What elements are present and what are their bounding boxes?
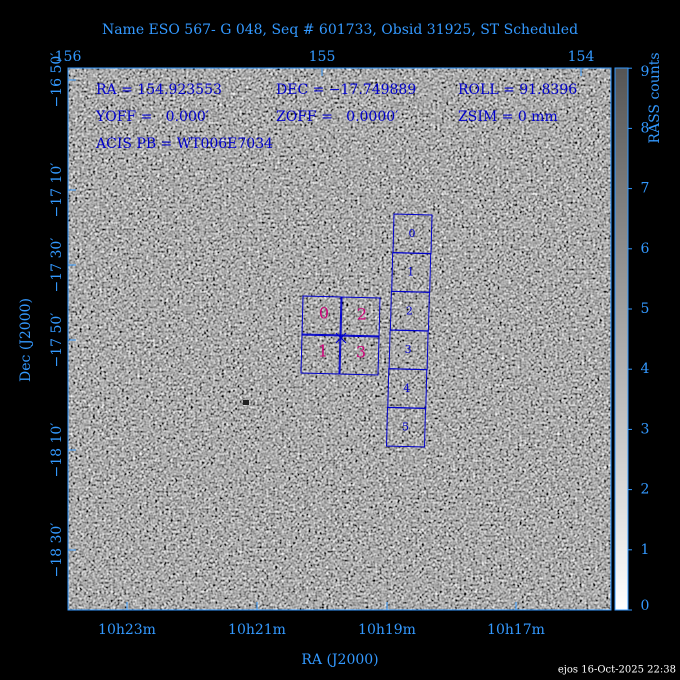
colorbar-tick-label: 4 — [641, 361, 650, 377]
acis-s-chip — [385, 406, 427, 448]
colorbar-tick-label: 8 — [641, 120, 650, 136]
top-tick-label: 155 — [309, 49, 336, 65]
footer: ejos 16-Oct-2025 22:38 — [558, 665, 676, 676]
acis-i: 0 2 1 3 — [300, 295, 381, 376]
acis-s-chip-label: 2 — [406, 304, 413, 317]
bottom-tick-label: 10h19m — [358, 622, 416, 638]
colorbar-tick-label: 2 — [641, 482, 650, 498]
colorbar-tick-label: 5 — [641, 301, 650, 317]
colorbar-tick-label: 3 — [641, 421, 650, 437]
bottom-ticks: 10h23m 10h21m 10h19m 10h17m — [98, 602, 545, 638]
info-pb: ACIS PB = WT006E7034 — [95, 136, 273, 152]
bottom-tick-label: 10h17m — [487, 622, 545, 638]
top-tick-label: 154 — [568, 49, 595, 65]
y-axis-label: Dec (J2000) — [18, 298, 34, 382]
info-zsim: ZSIM = 0 mm — [458, 109, 558, 125]
info-dec: DEC = −17.749889 — [276, 82, 416, 98]
colorbar-tick-label: 9 — [641, 64, 650, 80]
info-yoff: YOFF = 0.000′ — [95, 109, 209, 125]
top-ticks: 156 155 154 — [55, 49, 595, 76]
acis-s-chip-label: 3 — [405, 343, 412, 356]
x-axis-label: RA (J2000) — [301, 652, 378, 668]
acis-i-chip-label: 1 — [318, 342, 328, 361]
acis-i-chip-label: 0 — [319, 304, 329, 323]
left-tick-label: −18 10′ — [49, 423, 65, 478]
colorbar-ticks: 0 1 2 3 4 5 6 7 8 9 — [628, 64, 650, 614]
bottom-tick-label: 10h23m — [98, 622, 156, 638]
title: Name ESO 567- G 048, Seq # 601733, Obsid… — [102, 22, 578, 38]
colorbar-tick-label: 7 — [641, 181, 650, 197]
bottom-tick-label: 10h21m — [228, 622, 286, 638]
acis-i-chip — [338, 334, 380, 376]
plot-frame — [67, 67, 612, 611]
acis-s-chip-label: 0 — [409, 227, 416, 240]
info-zoff: ZOFF = 0.0000′ — [276, 109, 398, 125]
colorbar-tick-label: 1 — [641, 542, 650, 558]
colorbar-tick-label: 6 — [641, 241, 650, 257]
source-blob — [243, 400, 249, 405]
acis-i-chip-label: 2 — [357, 305, 367, 324]
left-ticks: −16 50′ −17 10′ −17 30′ −17 50′ −18 10′ −18 3… — [49, 53, 76, 578]
acis-s-chip-label: 4 — [403, 382, 410, 395]
left-tick-label: −17 30′ — [49, 238, 65, 293]
colorbar-tick-label: 0 — [641, 598, 650, 614]
left-tick-label: −17 50′ — [49, 313, 65, 368]
info-ra: RA = 154.923553 — [96, 82, 222, 98]
colorbar-label: RASS counts — [647, 52, 663, 143]
acis-s-chip-label: 1 — [407, 266, 414, 279]
top-tick-label: 156 — [55, 49, 82, 65]
aimpoint — [335, 332, 347, 344]
acis-s-chip-label: 5 — [402, 421, 409, 434]
left-tick-label: −16 50′ — [49, 53, 65, 108]
info-roll: ROLL = 91.8396 — [458, 82, 577, 98]
left-tick-label: −18 30′ — [49, 523, 65, 578]
acis-s: 0 1 2 3 4 5 — [385, 213, 433, 448]
colorbar — [614, 67, 629, 611]
acis-i-chip-label: 3 — [356, 343, 366, 362]
left-tick-label: −17 10′ — [49, 163, 65, 218]
